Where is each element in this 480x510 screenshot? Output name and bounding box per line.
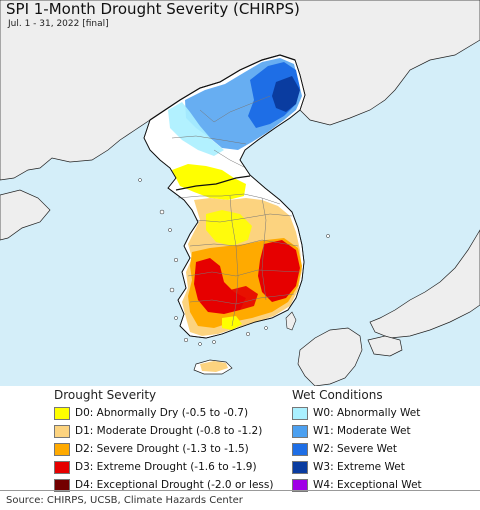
legend-wet-heading: Wet Conditions	[292, 388, 383, 402]
legend-item-d3: D3: Extreme Drought (-1.6 to -1.9)	[54, 459, 257, 475]
drought-region-jeju	[200, 361, 228, 372]
japan-shikoku	[367, 335, 403, 357]
legend-swatch-d0	[54, 406, 70, 420]
japan-kyushu	[297, 327, 363, 386]
legend-item-w2: W2: Severe Wet	[292, 441, 397, 457]
source-credit: Source: CHIRPS, UCSB, Climate Hazards Ce…	[6, 495, 243, 506]
legend-label-d4: D4: Exceptional Drought (-2.0 or less)	[75, 479, 274, 491]
legend-label-w0: W0: Abnormally Wet	[313, 407, 421, 419]
legend-item-w3: W3: Extreme Wet	[292, 459, 405, 475]
legend: Drought Severity Wet Conditions D0: Abno…	[0, 388, 480, 492]
dmz-border	[175, 175, 251, 191]
legend-label-w4: W4: Exceptional Wet	[313, 479, 422, 491]
islands	[138, 178, 330, 346]
legend-item-w1: W1: Moderate Wet	[292, 423, 411, 439]
map-subtitle: Jul. 1 - 31, 2022 [final]	[8, 19, 109, 29]
legend-item-w4: W4: Exceptional Wet	[292, 477, 422, 493]
japan-honshu	[369, 229, 480, 339]
legend-label-d3: D3: Extreme Drought (-1.6 to -1.9)	[75, 461, 257, 473]
drought-region-d0-north	[172, 164, 246, 200]
legend-item-d4: D4: Exceptional Drought (-2.0 or less)	[54, 477, 273, 493]
admin-boundaries	[171, 95, 301, 327]
legend-swatch-w1	[292, 424, 308, 438]
footer-divider	[0, 490, 480, 491]
legend-swatch-d3	[54, 460, 70, 474]
legend-swatch-w4	[292, 478, 308, 492]
legend-label-d1: D1: Moderate Drought (-0.8 to -1.2)	[75, 425, 263, 437]
legend-swatch-d2	[54, 442, 70, 456]
legend-swatch-d1	[54, 424, 70, 438]
tsushima	[285, 311, 297, 331]
legend-item-d0: D0: Abnormally Dry (-0.5 to -0.7)	[54, 405, 248, 421]
legend-label-d2: D2: Severe Drought (-1.3 to -1.5)	[75, 443, 249, 455]
legend-item-d1: D1: Moderate Drought (-0.8 to -1.2)	[54, 423, 262, 439]
korean-peninsula-outline	[143, 54, 306, 339]
wet-region-w3	[272, 76, 300, 112]
legend-swatch-w2	[292, 442, 308, 456]
legend-drought-heading: Drought Severity	[54, 388, 157, 402]
legend-swatch-w3	[292, 460, 308, 474]
map-title: SPI 1-Month Drought Severity (CHIRPS)	[6, 0, 300, 18]
legend-item-w0: W0: Abnormally Wet	[292, 405, 420, 421]
china-west-coast	[0, 189, 51, 241]
legend-swatch-d4	[54, 478, 70, 492]
china-korea-border	[149, 54, 296, 121]
legend-label-w3: W3: Extreme Wet	[313, 461, 405, 473]
drought-region-d0-south	[222, 316, 242, 330]
drought-region-d3-west	[194, 258, 246, 314]
drought-map	[0, 0, 480, 386]
legend-item-d2: D2: Severe Drought (-1.3 to -1.5)	[54, 441, 249, 457]
wet-region-w0	[168, 102, 224, 156]
legend-label-w2: W2: Severe Wet	[313, 443, 397, 455]
legend-swatch-w0	[292, 406, 308, 420]
legend-label-w1: W1: Moderate Wet	[313, 425, 411, 437]
legend-label-d0: D0: Abnormally Dry (-0.5 to -0.7)	[75, 407, 249, 419]
